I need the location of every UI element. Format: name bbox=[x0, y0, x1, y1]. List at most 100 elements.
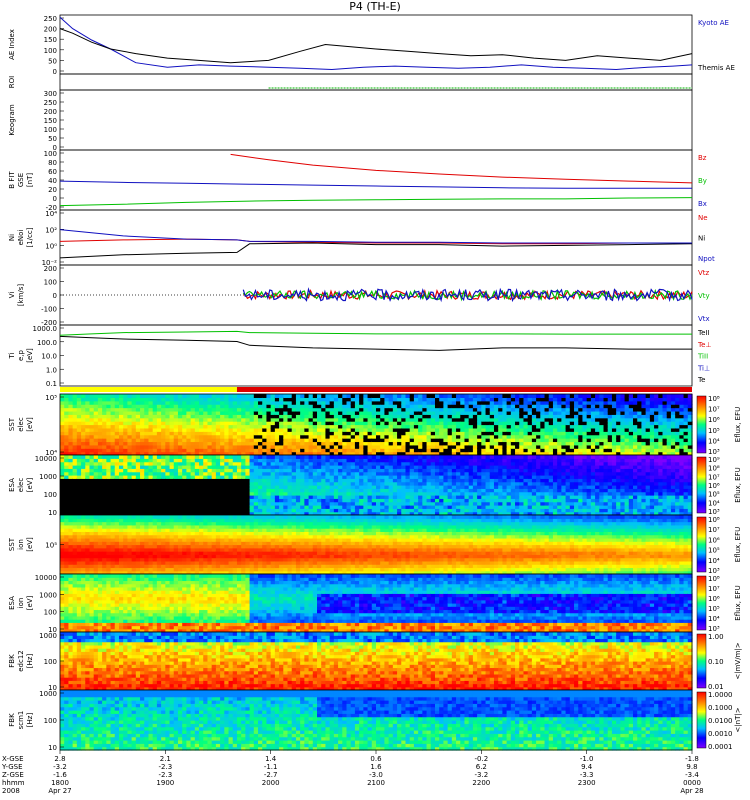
spectrogram-cell bbox=[249, 424, 255, 429]
spectrogram-cell bbox=[72, 404, 78, 409]
spectrogram-cell bbox=[211, 455, 217, 459]
spectrogram-cell bbox=[409, 414, 415, 419]
spectrogram-cell bbox=[140, 448, 145, 453]
spectrogram-cell bbox=[397, 421, 402, 426]
spectrogram-cell bbox=[430, 404, 436, 409]
spectrogram-cell bbox=[527, 394, 533, 398]
spectrogram-cell bbox=[190, 448, 196, 453]
spectrogram-cell bbox=[384, 434, 390, 439]
spectrogram-cell bbox=[489, 441, 495, 446]
spectrogram-cell bbox=[460, 414, 466, 419]
spectrogram-cell bbox=[397, 400, 402, 405]
spectrogram-cell bbox=[447, 434, 453, 439]
spectrogram-cell bbox=[148, 397, 154, 402]
spectrogram-cell bbox=[81, 410, 86, 415]
spectrogram-cell bbox=[498, 421, 503, 426]
spectrogram-cell bbox=[464, 410, 470, 415]
spectrogram-cell bbox=[291, 431, 297, 436]
spectrogram-cell bbox=[434, 421, 440, 426]
spectrogram-cell bbox=[493, 427, 499, 432]
spectrogram-cell bbox=[308, 394, 314, 398]
spectrogram-cell bbox=[279, 397, 284, 402]
spectrogram-cell bbox=[68, 424, 74, 429]
spectrogram-cell bbox=[228, 417, 234, 422]
spectrogram-cell bbox=[291, 438, 297, 443]
y-tick-label: 200 bbox=[44, 265, 57, 273]
spectrogram-cell bbox=[287, 404, 293, 409]
spectrogram-cell bbox=[241, 438, 246, 443]
spectrogram-cell bbox=[81, 417, 86, 422]
spectrogram-cell bbox=[199, 417, 204, 422]
spectrogram-cell bbox=[451, 407, 457, 412]
spectrogram-cell bbox=[190, 414, 196, 419]
spectrogram-cell bbox=[224, 444, 230, 449]
spectrogram-cell bbox=[60, 448, 65, 453]
spectrogram-cell bbox=[110, 394, 116, 398]
spectrogram-cell bbox=[308, 404, 314, 409]
spectrogram-cell bbox=[258, 441, 263, 446]
spectrogram-cell bbox=[258, 444, 263, 449]
spectrogram-cell bbox=[291, 451, 297, 456]
spectrogram-cell bbox=[325, 407, 331, 412]
spectrogram-cell bbox=[72, 434, 78, 439]
spectrogram-cell bbox=[333, 448, 339, 453]
spectrogram-cell bbox=[283, 451, 289, 456]
spectrogram-cell bbox=[186, 414, 192, 419]
spectrogram-cell bbox=[131, 455, 137, 459]
spectrogram-cell bbox=[477, 421, 482, 426]
spectrogram-cell bbox=[106, 438, 112, 443]
spectrogram-cell bbox=[89, 397, 95, 402]
spectrogram-cell bbox=[283, 427, 289, 432]
spectrogram-cell bbox=[388, 424, 394, 429]
spectrogram-cell bbox=[76, 451, 82, 456]
spectrogram-cell bbox=[274, 444, 280, 449]
legend-label: Vty bbox=[698, 292, 710, 300]
spectrogram-cell bbox=[81, 421, 86, 426]
spectrogram-cell bbox=[93, 410, 99, 415]
spectrogram-cell bbox=[329, 438, 335, 443]
spectrogram-cell bbox=[401, 427, 407, 432]
spectrogram-cell bbox=[321, 441, 327, 446]
spectrogram-cell bbox=[123, 434, 129, 439]
spectrogram-cell bbox=[413, 451, 419, 456]
spectrogram-cell bbox=[371, 444, 377, 449]
spectrogram-cell bbox=[114, 441, 120, 446]
spectrogram-cell bbox=[211, 451, 217, 456]
spectrogram-cell bbox=[64, 451, 70, 456]
spectrogram-cell bbox=[207, 410, 213, 415]
legend-label: Kyoto AE bbox=[698, 19, 729, 27]
spectrogram-cell bbox=[258, 407, 263, 412]
spectrogram-cell bbox=[489, 414, 495, 419]
spectrogram-cell bbox=[333, 421, 339, 426]
spectrogram-cell bbox=[460, 451, 466, 456]
spectrogram-cell bbox=[220, 424, 225, 429]
spectrogram-cell bbox=[418, 407, 423, 412]
spectrogram-cell bbox=[72, 431, 78, 436]
spectrogram-cell bbox=[489, 434, 495, 439]
spectrogram-cell bbox=[186, 424, 192, 429]
panel-temperature: Ti e,p [eV]1000.0100.010.01.00.1TeIITe⊥TiI… bbox=[8, 324, 712, 388]
spectrogram-cell bbox=[304, 455, 310, 459]
spectrogram-cell bbox=[156, 397, 162, 402]
spectrogram-cell bbox=[350, 451, 356, 456]
spectrogram-cell bbox=[190, 397, 196, 402]
spectrogram-cell bbox=[308, 444, 314, 449]
spectrogram-cell bbox=[144, 427, 150, 432]
spectrogram-cell bbox=[211, 444, 217, 449]
spectrogram-cell bbox=[85, 444, 91, 449]
spectrogram-cell bbox=[371, 438, 377, 443]
spectrogram-cell bbox=[232, 421, 238, 426]
spectrogram-cell bbox=[346, 441, 352, 446]
spectrogram-cell bbox=[249, 397, 255, 402]
spectrogram-cell bbox=[127, 407, 133, 412]
spectrogram-cell bbox=[342, 424, 348, 429]
spectrogram-cell bbox=[346, 417, 352, 422]
spectrogram-cell bbox=[485, 417, 491, 422]
spectrogram-cell bbox=[371, 400, 377, 405]
spectrogram-cell bbox=[325, 427, 331, 432]
spectrogram-cell bbox=[409, 417, 415, 422]
spectrogram-cell bbox=[333, 431, 339, 436]
spectrogram-cell bbox=[485, 448, 491, 453]
spectrogram-cell bbox=[203, 438, 209, 443]
spectrogram-cell bbox=[127, 427, 133, 432]
